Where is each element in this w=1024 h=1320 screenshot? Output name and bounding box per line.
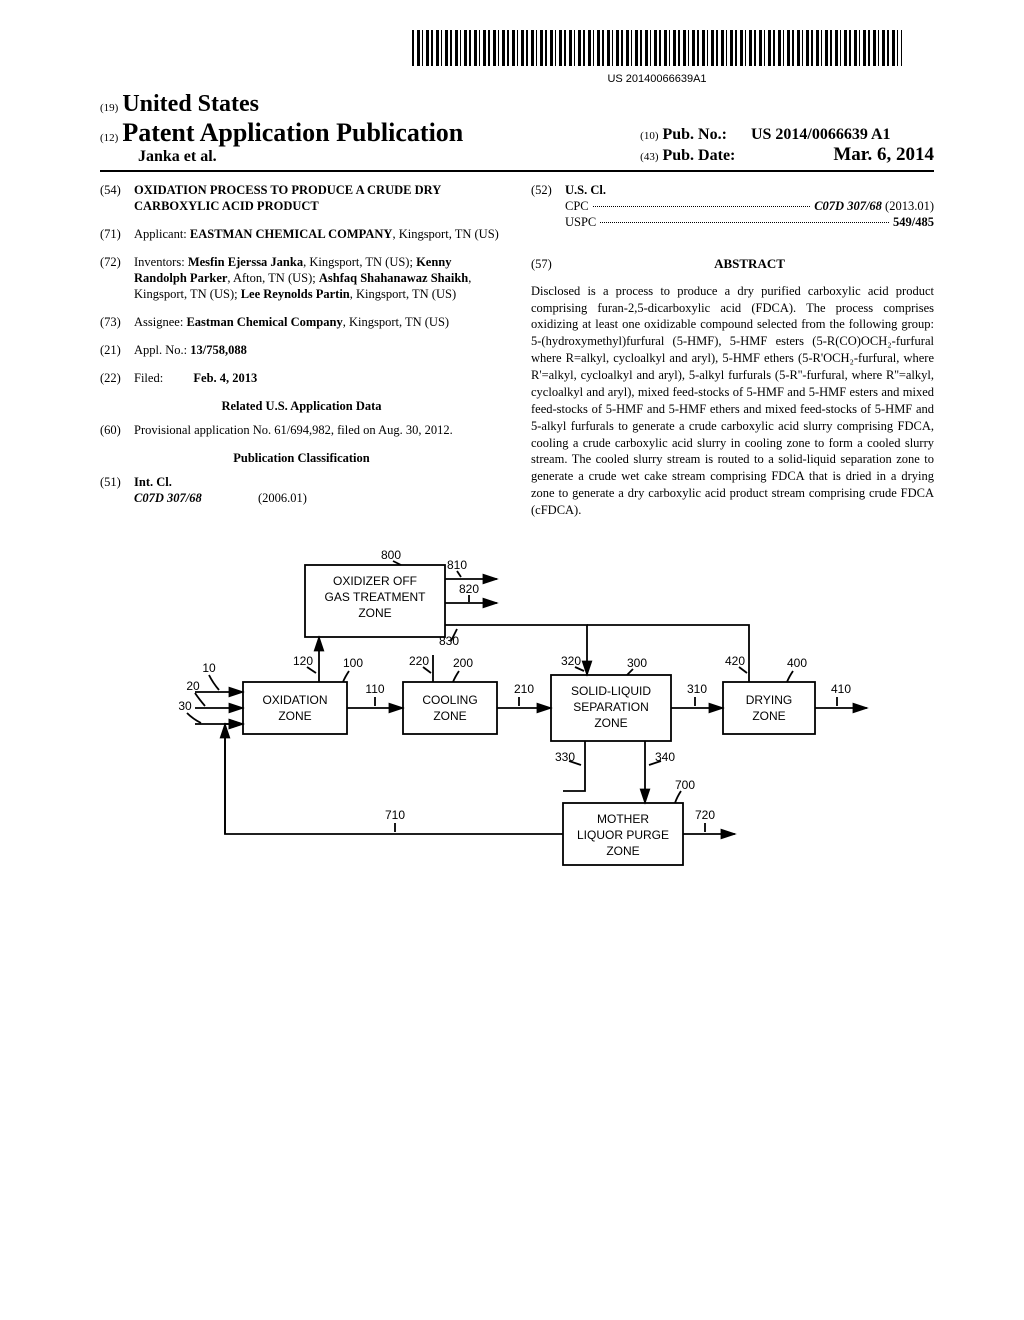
field-19: (19) (100, 102, 118, 114)
field-12: (12) (100, 132, 118, 144)
barcode-block: US 20140066639A1 (380, 30, 934, 85)
svg-text:LIQUOR PURGE: LIQUOR PURGE (577, 828, 669, 842)
svg-text:300: 300 (627, 656, 647, 670)
svg-text:20: 20 (186, 679, 200, 693)
barcode-graphic (412, 30, 902, 66)
assignee-name: Eastman Chemical Company (186, 315, 342, 329)
svg-text:310: 310 (687, 682, 707, 696)
field-43: (43) (640, 151, 658, 163)
barcode-text: US 20140066639A1 (380, 73, 934, 85)
svg-text:810: 810 (447, 558, 467, 572)
svg-text:720: 720 (695, 808, 715, 822)
flowchart-svg: OXIDIZER OFF GAS TREATMENT ZONE OXIDATIO… (147, 547, 887, 887)
field-10: (10) (640, 130, 658, 142)
svg-text:820: 820 (459, 582, 479, 596)
left-column: (54) OXIDATION PROCESS TO PRODUCE A CRUD… (100, 182, 503, 519)
dots-fill (600, 222, 889, 223)
svg-text:ZONE: ZONE (594, 716, 627, 730)
filed-label: Filed: (134, 371, 163, 385)
abstract-text: Disclosed is a process to produce a dry … (531, 283, 934, 519)
svg-text:OXIDIZER OFF: OXIDIZER OFF (333, 574, 417, 588)
assignee-label: Assignee: (134, 315, 183, 329)
svg-text:100: 100 (343, 656, 363, 670)
right-column: (52) U.S. Cl. CPC C07D 307/68 (2013.01) … (531, 182, 934, 519)
svg-text:30: 30 (178, 699, 192, 713)
pub-date: Mar. 6, 2014 (833, 144, 934, 165)
author-line: Janka et al. (138, 148, 463, 166)
field-51: (51) Int. Cl. C07D 307/68 (2006.01) (100, 474, 503, 506)
invention-title: OXIDATION PROCESS TO PRODUCE A CRUDE DRY… (134, 182, 503, 214)
body-columns: (54) OXIDATION PROCESS TO PRODUCE A CRUD… (100, 182, 934, 519)
uspc-pre: USPC (565, 214, 596, 230)
svg-text:320: 320 (561, 654, 581, 668)
svg-text:10: 10 (202, 661, 216, 675)
inventors-label: Inventors: (134, 255, 185, 269)
field-73: (73) Assignee: Eastman Chemical Company,… (100, 314, 503, 330)
abstract-head: ABSTRACT (565, 256, 934, 273)
svg-text:ZONE: ZONE (433, 709, 466, 723)
pub-date-label: Pub. Date: (662, 147, 735, 164)
svg-text:SEPARATION: SEPARATION (573, 700, 649, 714)
uscl-label: U.S. Cl. (565, 182, 934, 198)
related-data-head: Related U.S. Application Data (100, 398, 503, 414)
field-72: (72) Inventors: Mesfin Ejerssa Janka, Ki… (100, 254, 503, 302)
assignee-loc: , Kingsport, TN (US) (343, 315, 449, 329)
field-71: (71) Applicant: EASTMAN CHEMICAL COMPANY… (100, 226, 503, 242)
svg-text:110: 110 (365, 682, 384, 696)
svg-text:800: 800 (381, 548, 401, 562)
pub-no: US 2014/0066639 A1 (751, 126, 891, 143)
field-52: (52) U.S. Cl. CPC C07D 307/68 (2013.01) … (531, 182, 934, 230)
svg-text:830: 830 (439, 634, 459, 648)
cpc-pre: CPC (565, 198, 589, 214)
cpc-val: C07D 307/68 (814, 199, 882, 213)
pub-no-label: Pub. No.: (662, 126, 726, 143)
dots-fill (593, 206, 811, 207)
svg-text:ZONE: ZONE (606, 844, 639, 858)
intcl-label: Int. Cl. (134, 474, 503, 490)
filed-value: Feb. 4, 2013 (193, 371, 257, 385)
process-diagram: OXIDIZER OFF GAS TREATMENT ZONE OXIDATIO… (100, 547, 934, 887)
svg-text:410: 410 (831, 682, 851, 696)
applno-value: 13/758,088 (190, 343, 247, 357)
svg-text:MOTHER: MOTHER (597, 812, 649, 826)
svg-text:120: 120 (293, 654, 313, 668)
svg-text:ZONE: ZONE (278, 709, 311, 723)
intcl-date: (2006.01) (258, 491, 307, 505)
pub-class-head: Publication Classification (100, 450, 503, 466)
svg-text:210: 210 (514, 682, 534, 696)
applicant-loc: , Kingsport, TN (US) (392, 227, 498, 241)
field-60: (60) Provisional application No. 61/694,… (100, 422, 503, 438)
country: United States (122, 91, 259, 117)
applicant-label: Applicant: (134, 227, 187, 241)
svg-text:220: 220 (409, 654, 429, 668)
svg-text:420: 420 (725, 654, 745, 668)
field-57-num: (57) (531, 256, 565, 272)
publication-type: Patent Application Publication (122, 118, 463, 147)
applno-label: Appl. No.: (134, 343, 187, 357)
svg-text:COOLING: COOLING (422, 693, 477, 707)
svg-text:OXIDATION: OXIDATION (262, 693, 327, 707)
svg-text:ZONE: ZONE (752, 709, 785, 723)
svg-text:710: 710 (385, 808, 405, 822)
field-22: (22) Filed: Feb. 4, 2013 (100, 370, 503, 386)
svg-text:400: 400 (787, 656, 807, 670)
svg-text:ZONE: ZONE (358, 606, 391, 620)
svg-text:GAS TREATMENT: GAS TREATMENT (325, 590, 427, 604)
field-54: (54) OXIDATION PROCESS TO PRODUCE A CRUD… (100, 182, 503, 214)
provisional-text: Provisional application No. 61/694,982, … (134, 422, 503, 438)
inventors-list: Mesfin Ejerssa Janka, Kingsport, TN (US)… (134, 255, 471, 301)
field-21: (21) Appl. No.: 13/758,088 (100, 342, 503, 358)
applicant-name: EASTMAN CHEMICAL COMPANY (190, 227, 393, 241)
svg-text:SOLID-LIQUID: SOLID-LIQUID (571, 684, 651, 698)
svg-text:700: 700 (675, 778, 695, 792)
intcl-code: C07D 307/68 (134, 491, 202, 505)
uspc-val: 549/485 (893, 214, 934, 230)
svg-text:200: 200 (453, 656, 473, 670)
header: (19) United States (12) Patent Applicati… (100, 91, 934, 172)
svg-text:DRYING: DRYING (746, 693, 792, 707)
cpc-date: (2013.01) (885, 199, 934, 213)
